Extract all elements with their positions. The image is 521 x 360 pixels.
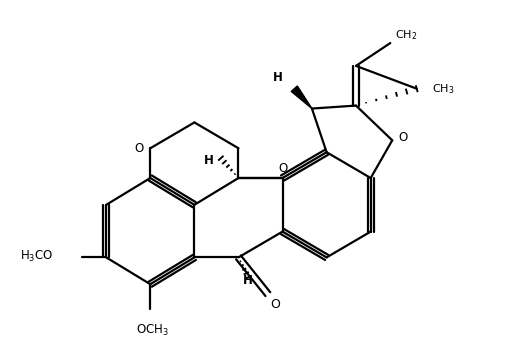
Text: O: O	[270, 298, 280, 311]
Text: H: H	[243, 274, 253, 287]
Text: CH$_3$: CH$_3$	[432, 82, 454, 96]
Text: CH$_2$: CH$_2$	[395, 28, 418, 42]
Polygon shape	[291, 86, 312, 109]
Text: OCH$_3$: OCH$_3$	[137, 323, 169, 338]
Text: H: H	[204, 153, 214, 167]
Text: O: O	[399, 131, 408, 144]
Text: O: O	[134, 142, 143, 155]
Text: O: O	[278, 162, 287, 175]
Text: H$_3$CO: H$_3$CO	[20, 249, 54, 264]
Text: H: H	[272, 71, 282, 84]
